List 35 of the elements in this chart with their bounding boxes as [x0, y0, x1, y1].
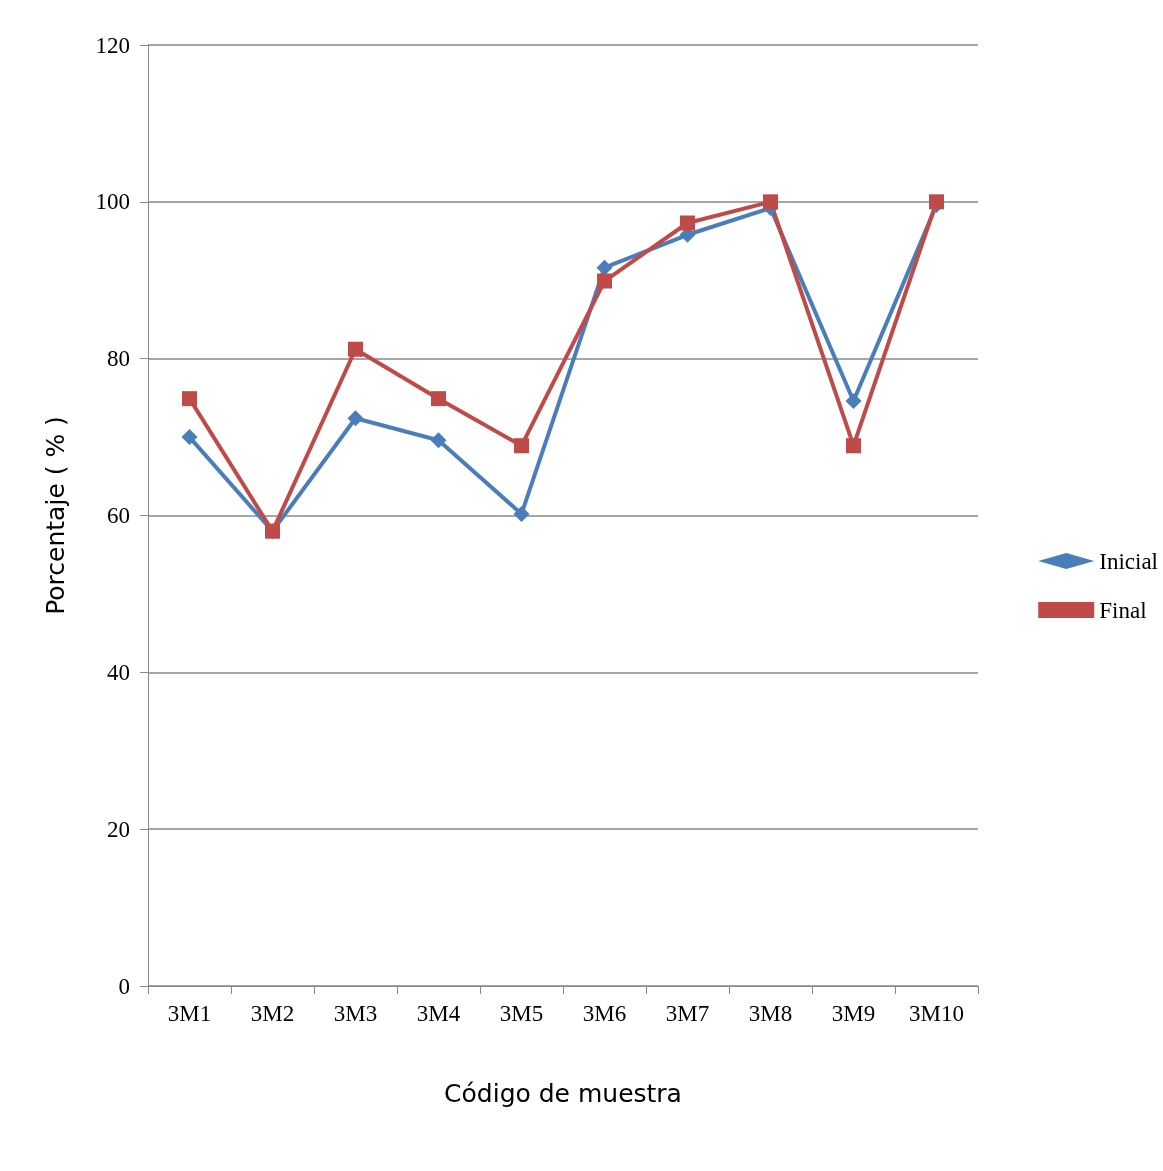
point: [431, 391, 446, 407]
x-tick-label: 3M1: [167, 1001, 212, 1026]
point: [430, 432, 447, 449]
x-tick-label: 3M8: [748, 1001, 793, 1026]
x-tick-label: 3M2: [250, 1001, 295, 1026]
point: [348, 341, 363, 357]
point: [596, 259, 613, 276]
x-tick-label: 3M7: [665, 1001, 710, 1026]
point: [514, 438, 529, 454]
point: [182, 391, 197, 407]
y-tick-label: 60: [107, 503, 130, 528]
legend-label: Inicial: [1099, 548, 1158, 574]
point: [846, 438, 861, 454]
point: [347, 410, 364, 427]
y-tick-label: 120: [95, 32, 130, 58]
x-tick-label: 3M10: [909, 1001, 964, 1026]
x-tick-label: 3M6: [582, 1001, 627, 1026]
y-tick-label: 80: [107, 346, 130, 372]
x-tick-label: 3M9: [831, 1001, 876, 1026]
y-axis-title: Porcentaje ( % ): [41, 416, 70, 615]
y-tick-label: 100: [95, 189, 130, 215]
point: [763, 194, 778, 210]
x-axis-title: Código de muestra: [444, 1079, 682, 1108]
point: [845, 393, 862, 410]
y-tick-label: 40: [107, 659, 130, 685]
legend-label: Final: [1099, 597, 1147, 623]
point: [181, 429, 198, 446]
x-tick-label: 3M3: [333, 1001, 378, 1026]
x-tick-label: 3M5: [499, 1001, 544, 1026]
point: [513, 505, 530, 522]
point: [680, 215, 695, 231]
x-tick-label: 3M4: [416, 1001, 461, 1026]
point: [597, 273, 612, 289]
y-tick-label: 20: [107, 816, 130, 842]
y-tick-label: 0: [118, 973, 130, 999]
